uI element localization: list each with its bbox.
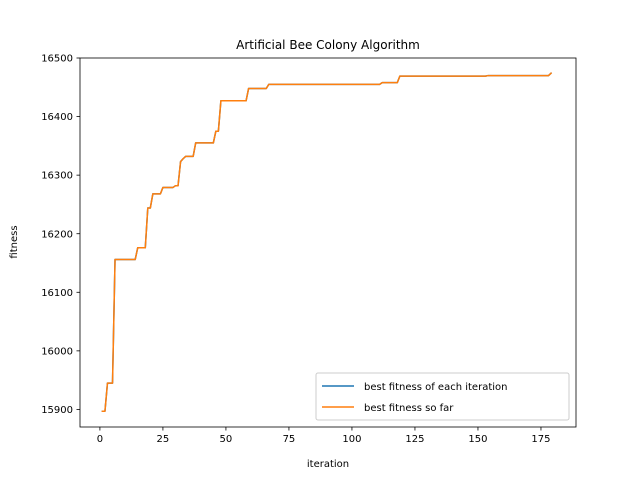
y-axis-label: fitness [9,225,20,258]
chart-title: Artificial Bee Colony Algorithm [236,38,420,52]
legend-label-best-fitness-so-far: best fitness so far [364,403,454,414]
x-tick-label: 75 [283,434,296,445]
legend-box [315,372,570,421]
y-tick-label: 15900 [41,405,73,416]
legend: best fitness of each iteration best fitn… [315,372,570,421]
x-axis-label: iteration [307,459,349,470]
plot-area [80,58,576,427]
y-tick-label: 16500 [41,54,73,65]
y-tick-label: 16200 [41,229,73,240]
y-tick-label: 16100 [41,288,73,299]
x-tick-label: 50 [220,434,233,445]
legend-label-best-fitness-of-each-iteration: best fitness of each iteration [364,382,507,393]
plot-frame [79,57,577,428]
x-tick-label: 0 [97,434,103,445]
x-tick-label: 175 [531,434,550,445]
x-tick-label: 100 [342,434,361,445]
y-tick-label: 16400 [41,112,73,123]
series-line-best-fitness-so-far [101,72,553,412]
x-tick-label: 150 [468,434,487,445]
series-lines [101,72,553,412]
y-axis-ticks: 15900 16000 16100 16200 16300 16400 16500 [41,54,80,416]
x-tick-label: 125 [405,434,424,445]
y-tick-label: 16000 [41,346,73,357]
y-tick-label: 16300 [41,171,73,182]
x-axis-ticks: 0 25 50 75 100 125 150 175 [97,427,551,445]
x-tick-label: 25 [157,434,170,445]
